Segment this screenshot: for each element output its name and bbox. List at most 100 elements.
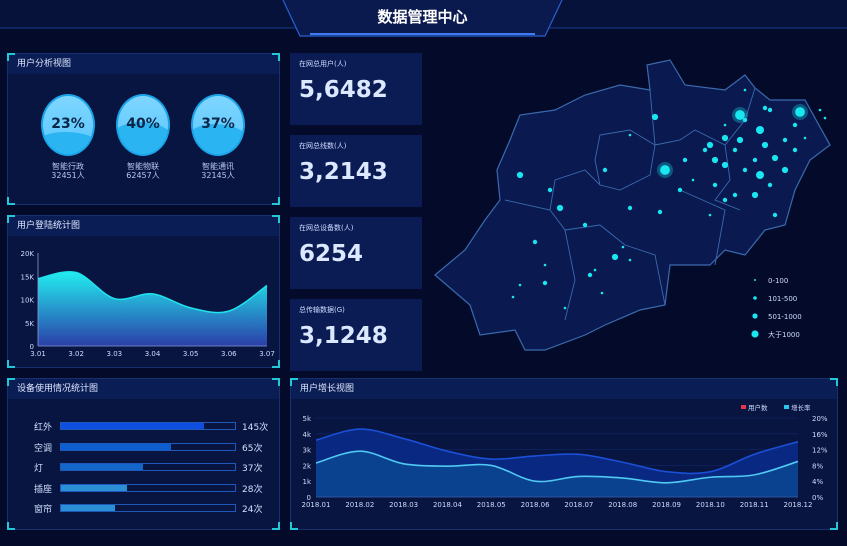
y-right-tick-label: 16% — [812, 431, 828, 439]
device-bar-fill — [61, 505, 115, 511]
y-tick-label: 15K — [21, 273, 35, 281]
map-dot[interactable] — [677, 187, 683, 193]
gauge-fill — [118, 122, 168, 154]
gauge-fill — [193, 123, 243, 154]
map-dot[interactable] — [742, 117, 748, 123]
map-dot[interactable] — [818, 108, 822, 112]
device-label: 窗帘 — [34, 505, 53, 515]
legend-dot — [751, 330, 759, 338]
map-dot[interactable] — [556, 204, 564, 212]
map-dot[interactable] — [611, 253, 619, 261]
map-dot[interactable] — [756, 171, 764, 179]
map-dot[interactable] — [762, 105, 768, 111]
map-dot[interactable] — [657, 209, 663, 215]
map-dot[interactable] — [587, 272, 593, 278]
y-left-tick-label: 3k — [302, 447, 311, 455]
map-dot[interactable] — [823, 116, 827, 120]
map-dot[interactable] — [781, 166, 789, 174]
login-line — [37, 271, 268, 314]
legend-label[interactable]: 用户数 — [748, 403, 768, 412]
map-dot[interactable] — [771, 154, 779, 162]
map-dot[interactable] — [682, 157, 688, 163]
legend-swatch — [741, 405, 746, 409]
map-dot[interactable] — [792, 147, 798, 153]
device-bar-fill — [61, 443, 171, 450]
map-dot[interactable] — [691, 178, 695, 182]
map-dot[interactable] — [712, 182, 718, 188]
gauge-ball: 37% — [191, 94, 245, 156]
device-bar-track — [60, 483, 236, 492]
map-dot[interactable] — [732, 147, 738, 153]
y-right-tick-label: 4% — [812, 478, 823, 486]
x-tick-label: 2018.08 — [608, 501, 637, 509]
map-dot[interactable] — [542, 280, 548, 286]
map-dot[interactable] — [593, 268, 597, 272]
y-tick-label: 0 — [30, 343, 34, 351]
map-dot[interactable] — [742, 167, 748, 173]
map-dot[interactable] — [602, 167, 608, 173]
map-dot[interactable] — [756, 126, 764, 134]
map-legend-label: 0-100 — [768, 277, 788, 285]
panel-title: 用户增长视图 — [291, 379, 837, 399]
map-dot[interactable] — [702, 147, 708, 153]
stat-value: 3,2143 — [299, 159, 388, 185]
map-dot[interactable] — [582, 222, 588, 228]
map-dot[interactable] — [782, 137, 788, 143]
x-tick-label: 2018.03 — [389, 501, 418, 509]
map-dot[interactable] — [767, 107, 773, 113]
map-dot[interactable] — [706, 141, 714, 149]
device-value: 145次 — [242, 423, 269, 433]
device-bar-row: 窗帘 24次 — [8, 501, 288, 515]
map-dot[interactable] — [772, 212, 778, 218]
map-dot[interactable] — [651, 113, 659, 121]
map-dot[interactable] — [600, 291, 604, 295]
map-dot[interactable] — [761, 141, 769, 149]
map-dot[interactable] — [621, 245, 625, 249]
stat-value: 6254 — [299, 241, 364, 267]
map-dot[interactable] — [795, 107, 805, 117]
map-dot[interactable] — [792, 122, 798, 128]
device-bar-row: 灯 37次 — [8, 460, 288, 474]
map-dot[interactable] — [627, 205, 633, 211]
gauge-name: 智能通讯 — [202, 162, 234, 171]
map-dot[interactable] — [767, 182, 773, 188]
map-dot[interactable] — [721, 161, 729, 169]
series-line — [315, 450, 799, 484]
legend-label[interactable]: 增长率 — [791, 403, 811, 412]
x-tick-label: 2018.11 — [740, 501, 769, 509]
x-tick-label: 2018.06 — [521, 501, 550, 509]
map-dot[interactable] — [511, 295, 515, 299]
map-dot[interactable] — [711, 156, 719, 164]
map-dot[interactable] — [532, 239, 538, 245]
map-dot[interactable] — [543, 263, 547, 267]
map-dot[interactable] — [752, 157, 758, 163]
x-tick-label: 3.05 — [183, 350, 199, 358]
device-bar-fill — [61, 484, 128, 491]
map-dot[interactable] — [723, 123, 727, 127]
map-dot[interactable] — [735, 110, 745, 120]
map-dot[interactable] — [803, 136, 807, 140]
map-dot[interactable] — [722, 197, 728, 203]
map-legend-label: 101-500 — [768, 295, 797, 303]
map-dot[interactable] — [628, 258, 632, 262]
device-label: 插座 — [34, 484, 53, 495]
map-dot[interactable] — [721, 134, 729, 142]
map-dot[interactable] — [743, 88, 747, 92]
legend-dot — [753, 296, 757, 300]
map-dot[interactable] — [628, 133, 632, 137]
series-area — [316, 451, 798, 497]
map-dot[interactable] — [660, 165, 670, 175]
map-dot[interactable] — [751, 191, 759, 199]
map-dot[interactable] — [736, 136, 744, 144]
map-dot[interactable] — [732, 192, 738, 198]
map-dot[interactable] — [547, 187, 553, 193]
map-dot[interactable] — [708, 213, 712, 217]
region-map[interactable]: 0-100 101-500 501-1000 大于1000 — [425, 50, 845, 370]
map-dot[interactable] — [563, 306, 567, 310]
gauge-name: 智能行政 — [52, 162, 84, 171]
y-right-tick-label: 20% — [812, 415, 828, 423]
map-dot[interactable] — [518, 283, 522, 287]
x-tick-label: 2018.02 — [345, 501, 374, 509]
map-dot[interactable] — [516, 171, 524, 179]
device-bar-track — [60, 504, 236, 512]
